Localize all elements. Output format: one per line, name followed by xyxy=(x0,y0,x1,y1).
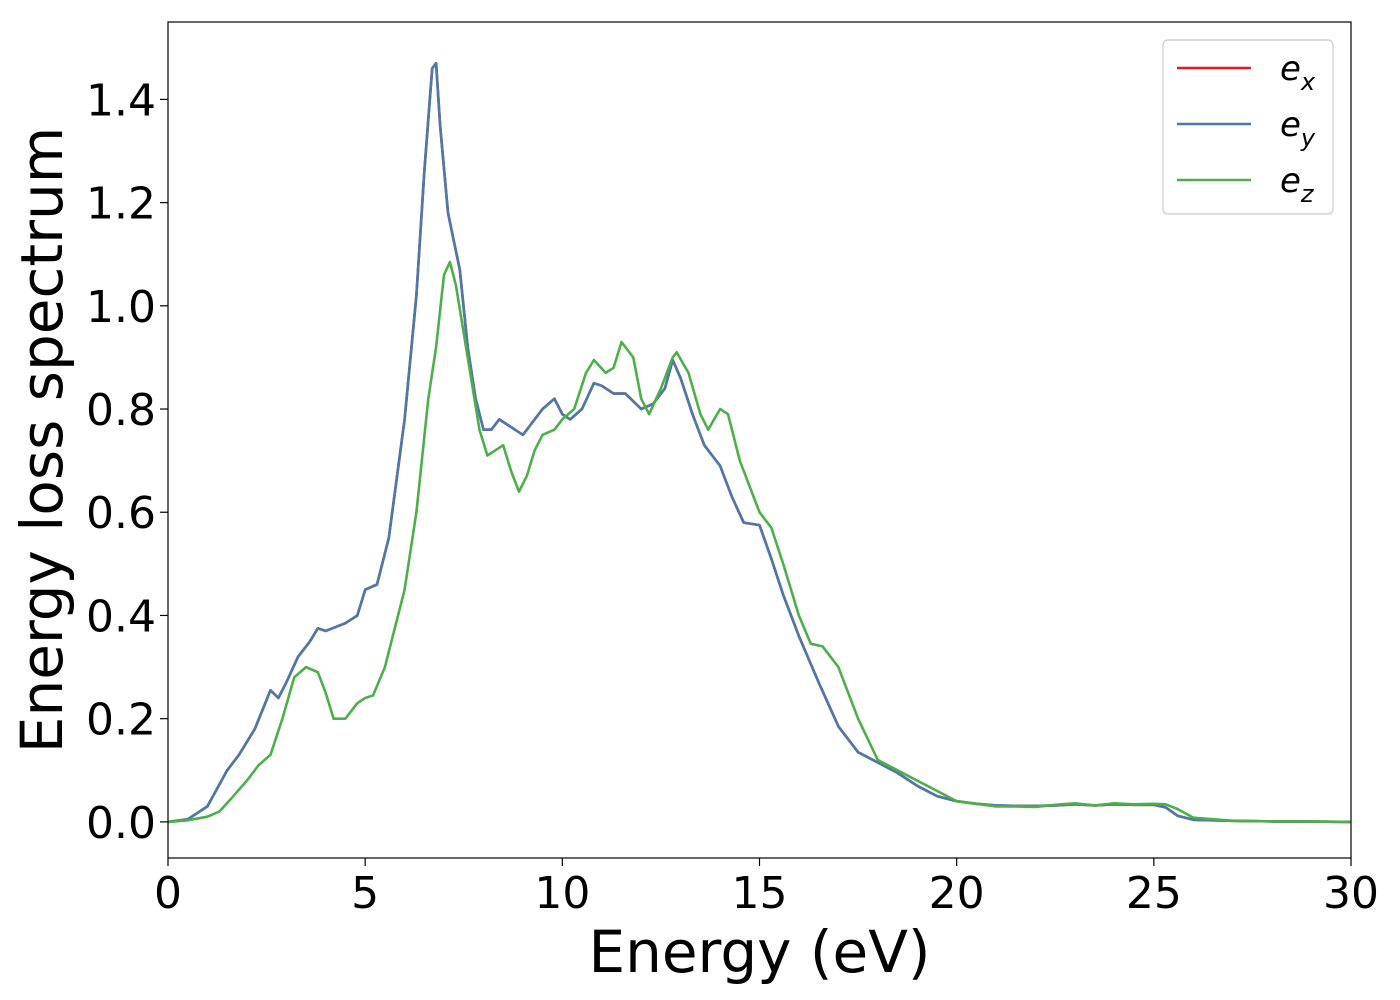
legend-label-subscript: x xyxy=(1300,68,1316,96)
legend-label-base: e xyxy=(1280,161,1301,201)
y-tick-label: 0.2 xyxy=(86,695,156,746)
y-axis: 0.0 0.2 0.4 0.6 0.8 1.0 1.2 1.4 xyxy=(86,75,168,849)
x-tick-label: 20 xyxy=(929,868,985,919)
legend-label-x: ex xyxy=(1280,49,1316,96)
series-line-z xyxy=(168,260,1351,824)
legend-label-subscript: y xyxy=(1300,124,1316,152)
legend-label-subscript: z xyxy=(1300,180,1315,208)
x-tick-label: 0 xyxy=(154,868,182,919)
x-tick-label: 15 xyxy=(732,868,788,919)
legend-box xyxy=(1162,39,1334,215)
y-axis-label: Energy loss spectrum xyxy=(8,127,76,753)
x-axis-label: Energy (eV) xyxy=(588,918,930,986)
y-tick-label: 0.0 xyxy=(86,798,156,849)
y-tick-label: 0.8 xyxy=(86,385,156,436)
legend-label-y: ey xyxy=(1280,105,1316,152)
x-tick-label: 25 xyxy=(1126,868,1182,919)
series-layer xyxy=(168,61,1351,824)
y-tick-label: 0.4 xyxy=(86,591,156,642)
legend-label-base: e xyxy=(1280,49,1301,89)
x-tick-label: 5 xyxy=(351,868,379,919)
legend-label-z: ez xyxy=(1280,161,1315,208)
y-tick-label: 1.2 xyxy=(86,179,156,230)
y-tick-label: 1.4 xyxy=(86,75,156,126)
x-axis: 0 5 10 15 20 25 30 xyxy=(154,858,1379,919)
y-tick-label: 1.0 xyxy=(86,282,156,333)
y-tick-label: 0.6 xyxy=(86,488,156,539)
x-tick-label: 10 xyxy=(534,868,590,919)
x-tick-label: 30 xyxy=(1323,868,1379,919)
legend-label-base: e xyxy=(1280,105,1301,145)
